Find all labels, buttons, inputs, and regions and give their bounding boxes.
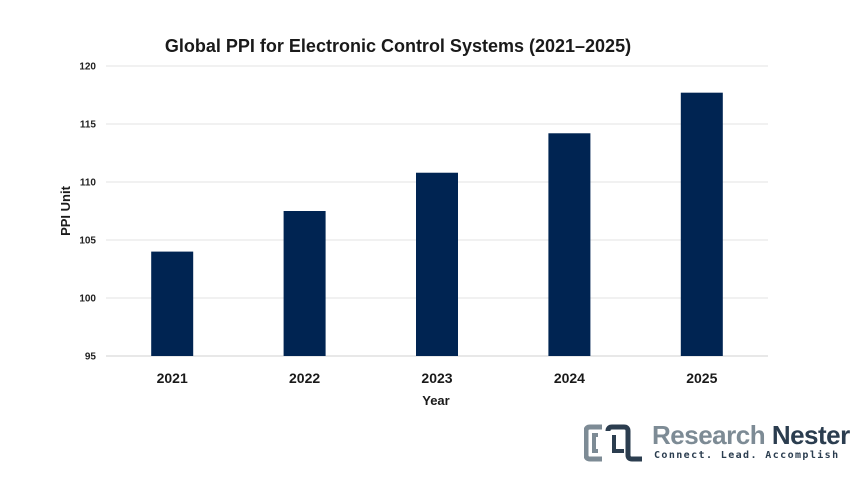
y-tick-label: 120 (79, 62, 96, 73)
logo-word-research: Research (652, 420, 766, 450)
bar-2024 (548, 133, 591, 356)
x-tick-label: 2024 (554, 370, 585, 386)
x-axis-ticks: 2021 2022 2023 2024 2025 (157, 370, 718, 386)
y-tick-label: 100 (79, 294, 96, 305)
bar-2025 (680, 92, 723, 357)
y-tick-label: 115 (80, 120, 97, 131)
bars (151, 92, 723, 357)
x-tick-label: 2022 (289, 370, 320, 386)
x-axis-label: Year (422, 393, 449, 408)
y-tick-label: 110 (80, 178, 97, 189)
chart-title: Global PPI for Electronic Control System… (165, 36, 631, 56)
x-tick-label: 2023 (421, 370, 452, 386)
bar-2022 (283, 211, 326, 356)
research-nester-logo: Research Nester Connect. Lead. Accomplis… (584, 420, 850, 466)
research-nester-logo-icon (584, 424, 642, 462)
bar-2023 (416, 172, 458, 356)
y-tick-label: 105 (79, 236, 96, 247)
x-tick-label: 2021 (157, 370, 188, 386)
y-axis-ticks: 95 100 105 110 115 120 (79, 62, 96, 363)
bar-2021 (151, 251, 194, 356)
x-tick-label: 2025 (686, 370, 717, 386)
y-axis-label: PPI Unit (58, 185, 73, 236)
logo-tagline: Connect. Lead. Accomplish (654, 450, 840, 461)
logo-word-nester: Nester (771, 420, 850, 450)
y-tick-label: 95 (85, 352, 97, 363)
